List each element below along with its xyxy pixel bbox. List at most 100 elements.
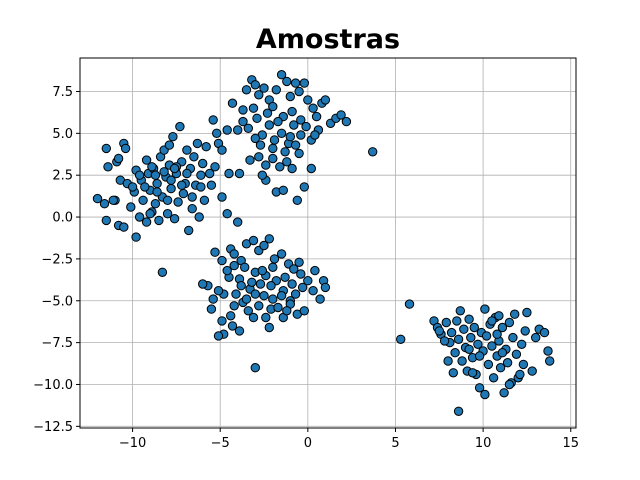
data-point: [320, 282, 331, 293]
data-point: [141, 155, 152, 165]
data-point: [252, 113, 262, 124]
data-point: [315, 294, 325, 304]
data-point: [150, 199, 161, 209]
data-point: [276, 128, 287, 139]
data-point: [264, 120, 274, 130]
data-point: [229, 301, 239, 311]
data-point: [199, 195, 210, 206]
data-point: [301, 121, 311, 132]
data-point: [159, 167, 169, 177]
y-tick-label: −5.0: [41, 294, 73, 309]
data-point: [217, 192, 227, 202]
data-point: [278, 185, 288, 196]
data-point: [233, 217, 243, 227]
data-point: [273, 302, 283, 313]
data-point: [206, 304, 217, 314]
data-point: [275, 162, 285, 172]
data-point: [495, 363, 506, 373]
data-point: [455, 306, 465, 316]
data-point: [308, 286, 318, 296]
data-point: [457, 356, 467, 366]
data-point: [212, 128, 222, 139]
data-point: [531, 332, 541, 343]
data-point: [439, 336, 450, 346]
data-point: [510, 309, 520, 319]
data-point: [527, 366, 537, 376]
data-point: [192, 138, 203, 149]
data-point: [261, 312, 271, 323]
data-points: [92, 70, 555, 416]
data-point: [154, 215, 164, 226]
data-point: [297, 282, 308, 293]
data-point: [173, 197, 183, 207]
data-point: [175, 121, 185, 132]
data-point: [227, 321, 238, 331]
data-point: [545, 356, 555, 366]
data-point: [520, 326, 530, 336]
data-point: [499, 388, 509, 398]
data-point: [198, 279, 208, 289]
data-point: [182, 168, 192, 179]
data-point: [138, 195, 148, 206]
data-point: [234, 326, 245, 336]
data-point: [336, 110, 346, 120]
data-point: [259, 240, 269, 251]
grid: [80, 58, 576, 428]
data-point: [290, 289, 301, 299]
data-point: [268, 294, 278, 304]
data-point: [245, 155, 255, 165]
y-tick-label: −12.5: [33, 420, 73, 435]
data-point: [177, 180, 187, 190]
data-point: [101, 215, 112, 226]
data-point: [259, 83, 269, 93]
data-point: [162, 195, 173, 206]
data-point: [254, 301, 264, 311]
data-point: [254, 90, 264, 100]
data-point: [147, 162, 157, 172]
data-point: [292, 195, 302, 206]
data-point: [303, 276, 313, 286]
data-point: [453, 406, 464, 416]
data-point: [320, 95, 331, 105]
data-point: [141, 217, 152, 227]
data-point: [502, 358, 513, 368]
data-point: [271, 85, 281, 95]
data-point: [268, 143, 278, 154]
data-point: [285, 132, 295, 142]
data-point: [187, 192, 197, 202]
data-point: [198, 158, 208, 169]
data-point: [248, 312, 259, 323]
y-tick-label: 7.5: [52, 85, 73, 100]
data-point: [194, 212, 204, 222]
data-point: [126, 202, 136, 212]
data-point: [306, 163, 316, 174]
data-point: [217, 145, 227, 155]
data-point: [201, 142, 211, 152]
data-point: [446, 327, 457, 338]
data-point: [240, 262, 250, 272]
data-point: [103, 162, 113, 172]
data-point: [280, 147, 290, 157]
data-point: [480, 304, 490, 314]
data-point: [287, 106, 297, 117]
y-tick-label: −2.5: [41, 252, 73, 267]
data-point: [250, 133, 261, 144]
data-point: [247, 277, 257, 287]
x-axis: −10 −5 0 5 10 15: [119, 428, 579, 451]
data-point: [145, 209, 155, 219]
data-point: [182, 145, 192, 155]
data-point: [248, 235, 259, 246]
data-point: [208, 115, 218, 125]
data-point: [208, 294, 218, 304]
data-point: [210, 247, 220, 257]
data-point: [474, 383, 485, 393]
data-point: [483, 359, 494, 370]
data-point: [396, 334, 406, 344]
data-point: [226, 311, 236, 321]
data-point: [120, 143, 131, 154]
data-point: [294, 257, 304, 267]
data-point: [229, 260, 239, 271]
data-point: [294, 86, 304, 97]
data-point: [187, 204, 197, 214]
data-point: [205, 168, 215, 179]
